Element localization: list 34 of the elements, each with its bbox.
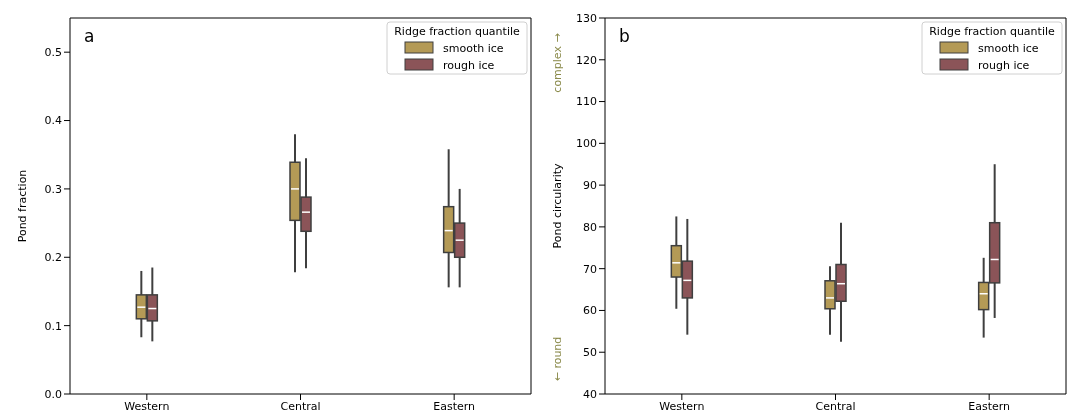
y-tick-label: 0.4	[44, 114, 62, 128]
y-tick-label: 130	[576, 11, 597, 25]
y-tick-label: 0.0	[44, 387, 62, 401]
x-tick-label: Western	[124, 399, 170, 413]
text: ← round	[550, 336, 564, 382]
y-tick-label: 50	[583, 346, 597, 360]
y-tick-label: 40	[583, 387, 597, 401]
y-tick-label: 0.5	[44, 46, 62, 60]
legend-label: smooth ice	[443, 42, 504, 55]
legend-label: smooth ice	[978, 42, 1039, 55]
text: b	[619, 26, 630, 46]
y-tick-label: 0.3	[44, 182, 62, 196]
text: a	[84, 26, 95, 46]
text: complex →	[550, 33, 564, 93]
y-tick-label: 0.2	[44, 251, 62, 265]
x-tick-label: Western	[659, 399, 705, 413]
legend-title: Ridge fraction quantile	[929, 25, 1055, 38]
y-tick-label: 90	[583, 179, 597, 193]
y-tick-label: 120	[576, 53, 597, 67]
x-tick-label: Central	[280, 399, 321, 413]
y-tick-label: 70	[583, 262, 597, 276]
legend-label: rough ice	[978, 59, 1030, 72]
x-tick-label: Central	[815, 399, 856, 413]
y-tick-label: 80	[583, 220, 597, 234]
y-tick-label: 100	[576, 137, 597, 151]
y-axis-title: Pond circularity	[550, 163, 564, 249]
y-tick-label: 110	[576, 95, 597, 109]
y-tick-label: 60	[583, 304, 597, 318]
y-axis-title: Pond fraction	[15, 169, 29, 243]
x-tick-label: Eastern	[433, 399, 476, 413]
y-tick-label: 0.1	[44, 319, 62, 333]
x-tick-label: Eastern	[968, 399, 1011, 413]
legend-title: Ridge fraction quantile	[394, 25, 520, 38]
legend-label: rough ice	[443, 59, 495, 72]
